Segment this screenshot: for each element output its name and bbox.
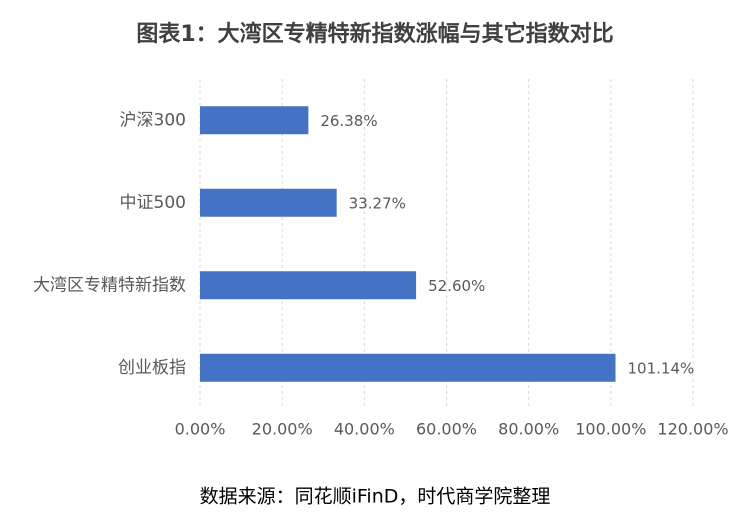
data-label: 101.14% bbox=[628, 359, 695, 377]
data-label: 52.60% bbox=[428, 277, 485, 295]
bar bbox=[200, 271, 417, 300]
y-tick-label: 中证500 bbox=[120, 193, 186, 213]
x-tick-label: 100.00% bbox=[575, 420, 646, 439]
bar bbox=[200, 353, 616, 382]
y-tick-label: 沪深300 bbox=[120, 110, 186, 130]
x-tick-label: 60.00% bbox=[416, 420, 477, 439]
data-label: 26.38% bbox=[320, 112, 377, 130]
x-tick-label: 0.00% bbox=[175, 420, 226, 439]
x-tick-label: 120.00% bbox=[657, 420, 728, 439]
y-tick-label: 大湾区专精特新指数 bbox=[33, 275, 186, 295]
y-tick-label: 创业板指 bbox=[118, 358, 186, 378]
chart-title: 图表1：大湾区专精特新指数涨幅与其它指数对比 bbox=[136, 21, 613, 47]
bar bbox=[200, 188, 337, 217]
x-tick-label: 20.00% bbox=[252, 420, 313, 439]
x-tick-label: 80.00% bbox=[498, 420, 559, 439]
data-label: 33.27% bbox=[349, 194, 406, 212]
source-note: 数据来源：同花顺iFinD，时代商学院整理 bbox=[200, 486, 551, 508]
bar bbox=[200, 106, 309, 135]
x-tick-label: 40.00% bbox=[334, 420, 395, 439]
